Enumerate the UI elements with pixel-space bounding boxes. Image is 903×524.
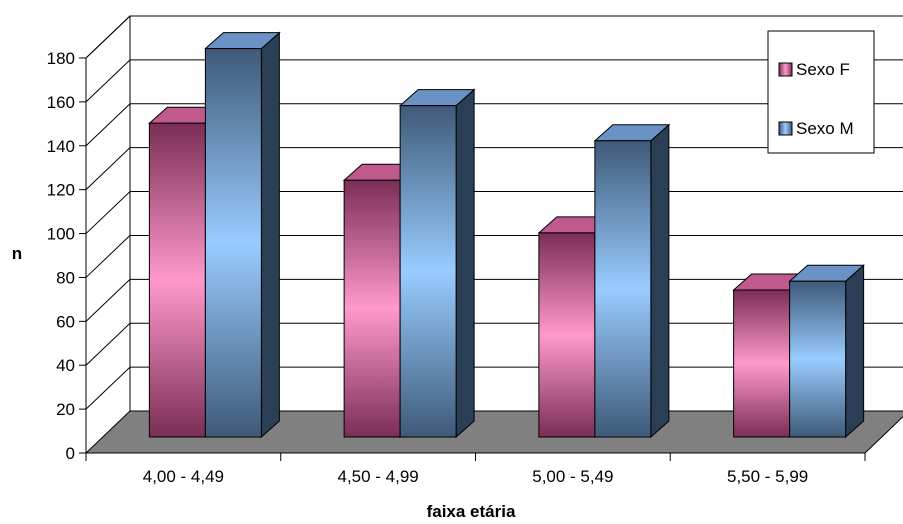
gridline-side: [85, 235, 131, 278]
x-tick-label: 4,00 - 4,49: [143, 467, 224, 486]
gridline-side: [85, 147, 131, 191]
x-tick-label: 4,50 - 4,99: [337, 467, 418, 486]
legend: Sexo F Sexo M: [767, 30, 875, 154]
y-axis-top-edge: [85, 15, 131, 59]
y-tick-label: 0: [66, 444, 75, 463]
y-tick-label: 80: [56, 268, 75, 287]
x-tick-labels: 4,00 - 4,49 4,50 - 4,99 5,00 - 5,49 5,50 - …: [143, 467, 809, 486]
y-axis-title: n: [12, 244, 22, 263]
gridline-side: [85, 59, 131, 103]
gridline-side: [85, 191, 131, 234]
bar-front-face: [733, 289, 791, 438]
bar-front-face: [594, 140, 652, 438]
y-tick-label: 40: [56, 356, 75, 375]
legend-label-sexo-f: Sexo F: [796, 60, 850, 79]
bar-side-face: [650, 123, 670, 439]
bar-sexo-m: [788, 264, 865, 439]
bar-sexo-m: [398, 88, 476, 439]
bar-side-face: [845, 264, 865, 439]
gridline-side: [85, 366, 131, 410]
bar-front-face: [204, 48, 262, 438]
bar-front-face: [399, 105, 457, 438]
bar-side-face: [260, 31, 280, 439]
bar-side-face: [455, 88, 475, 439]
x-tick-label: 5,00 - 5,49: [532, 467, 613, 486]
bar-front-face: [538, 232, 596, 438]
bar-front-face: [789, 280, 847, 438]
axes: [79, 15, 866, 461]
gridline-side: [85, 322, 131, 366]
bar-front-face: [148, 122, 206, 438]
x-tick-label: 5,50 - 5,99: [727, 467, 808, 486]
bars: [148, 31, 865, 439]
legend-label-sexo-m: Sexo M: [796, 119, 854, 138]
y-tick-label: 60: [56, 312, 75, 331]
y-tick-label: 120: [47, 181, 75, 200]
y-tick-label: 140: [47, 137, 75, 156]
y-tick-label: 180: [47, 49, 75, 68]
bar-sexo-m: [204, 31, 281, 439]
bar-front-face: [343, 179, 401, 438]
bar-sexo-m: [593, 123, 671, 439]
y-tick-labels: 0 20 40 60 80 100 120 140 160 180: [47, 49, 75, 463]
y-tick-label: 20: [56, 400, 75, 419]
y-tick-label: 160: [47, 93, 75, 112]
gridline-side: [85, 103, 131, 147]
legend-swatch-sexo-f: [778, 62, 793, 77]
legend-swatch-sexo-m: [778, 121, 793, 136]
y-tick-label: 100: [47, 225, 75, 244]
x-axis-title: faixa etária: [427, 502, 516, 521]
gridline-side: [85, 278, 131, 322]
